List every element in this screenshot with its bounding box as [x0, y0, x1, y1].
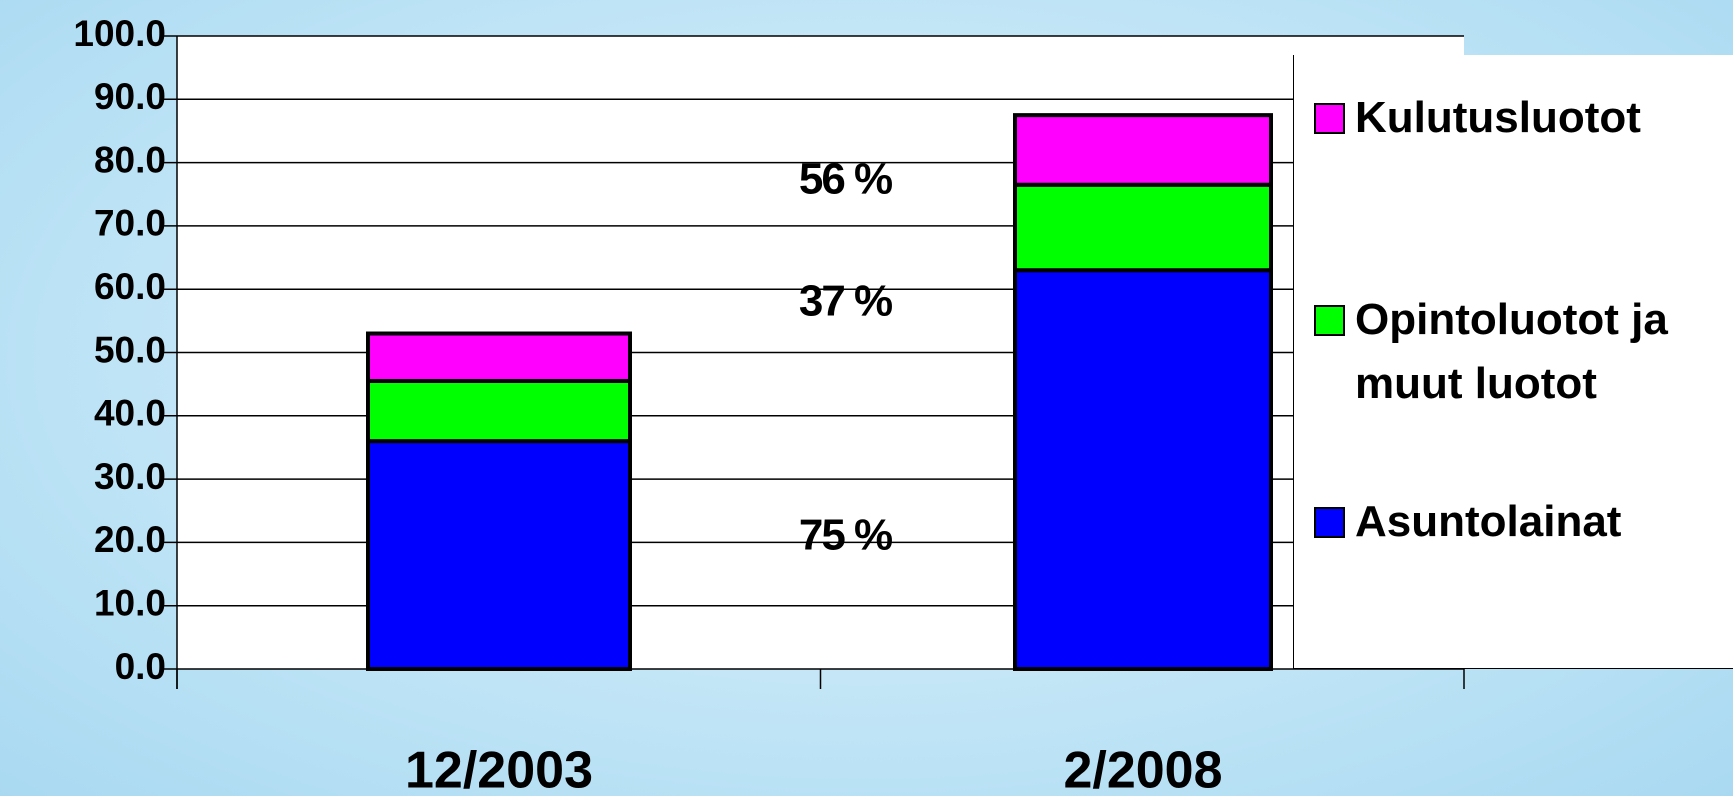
x-tick-label: 12/2003 — [405, 742, 593, 796]
legend-swatch — [1314, 103, 1345, 134]
y-tick-label: 90.0 — [94, 76, 166, 117]
annotation: 37 % — [799, 277, 892, 326]
y-tick-label: 0.0 — [115, 646, 166, 687]
x-tick-label: 2/2008 — [1063, 742, 1222, 796]
legend-entry: Opintoluotot ja muut luotot — [1314, 288, 1733, 416]
y-tick-label: 100.0 — [73, 13, 166, 54]
bar-segment — [1013, 182, 1273, 273]
y-tick-label: 50.0 — [94, 329, 166, 370]
legend-label: Opintoluotot ja muut luotot — [1355, 295, 1668, 408]
legend-swatch — [1314, 507, 1345, 538]
y-tick-label: 20.0 — [94, 519, 166, 560]
bar-segment — [366, 378, 632, 444]
annotation: 56 % — [799, 155, 892, 204]
legend-entry: Asuntolainat — [1314, 490, 1733, 554]
y-tick-label: 70.0 — [94, 203, 166, 244]
legend-label: Asuntolainat — [1355, 497, 1622, 546]
bar-segment — [1013, 113, 1273, 187]
legend-entry: Kulutusluotot — [1314, 86, 1733, 150]
legend: Asuntolainat Opintoluotot ja muut luotot K… — [1293, 55, 1733, 669]
legend-label: Kulutusluotot — [1355, 93, 1641, 142]
y-tick-label: 10.0 — [94, 582, 166, 623]
y-tick-label: 80.0 — [94, 139, 166, 180]
annotation: 75 % — [799, 511, 892, 560]
y-tick-label: 40.0 — [94, 393, 166, 434]
y-tick-label: 60.0 — [94, 266, 166, 307]
y-tick-label: 30.0 — [94, 456, 166, 497]
bar-segment — [366, 331, 632, 383]
legend-swatch — [1314, 305, 1345, 336]
bar-segment — [366, 439, 632, 671]
bar-segment — [1013, 268, 1273, 671]
